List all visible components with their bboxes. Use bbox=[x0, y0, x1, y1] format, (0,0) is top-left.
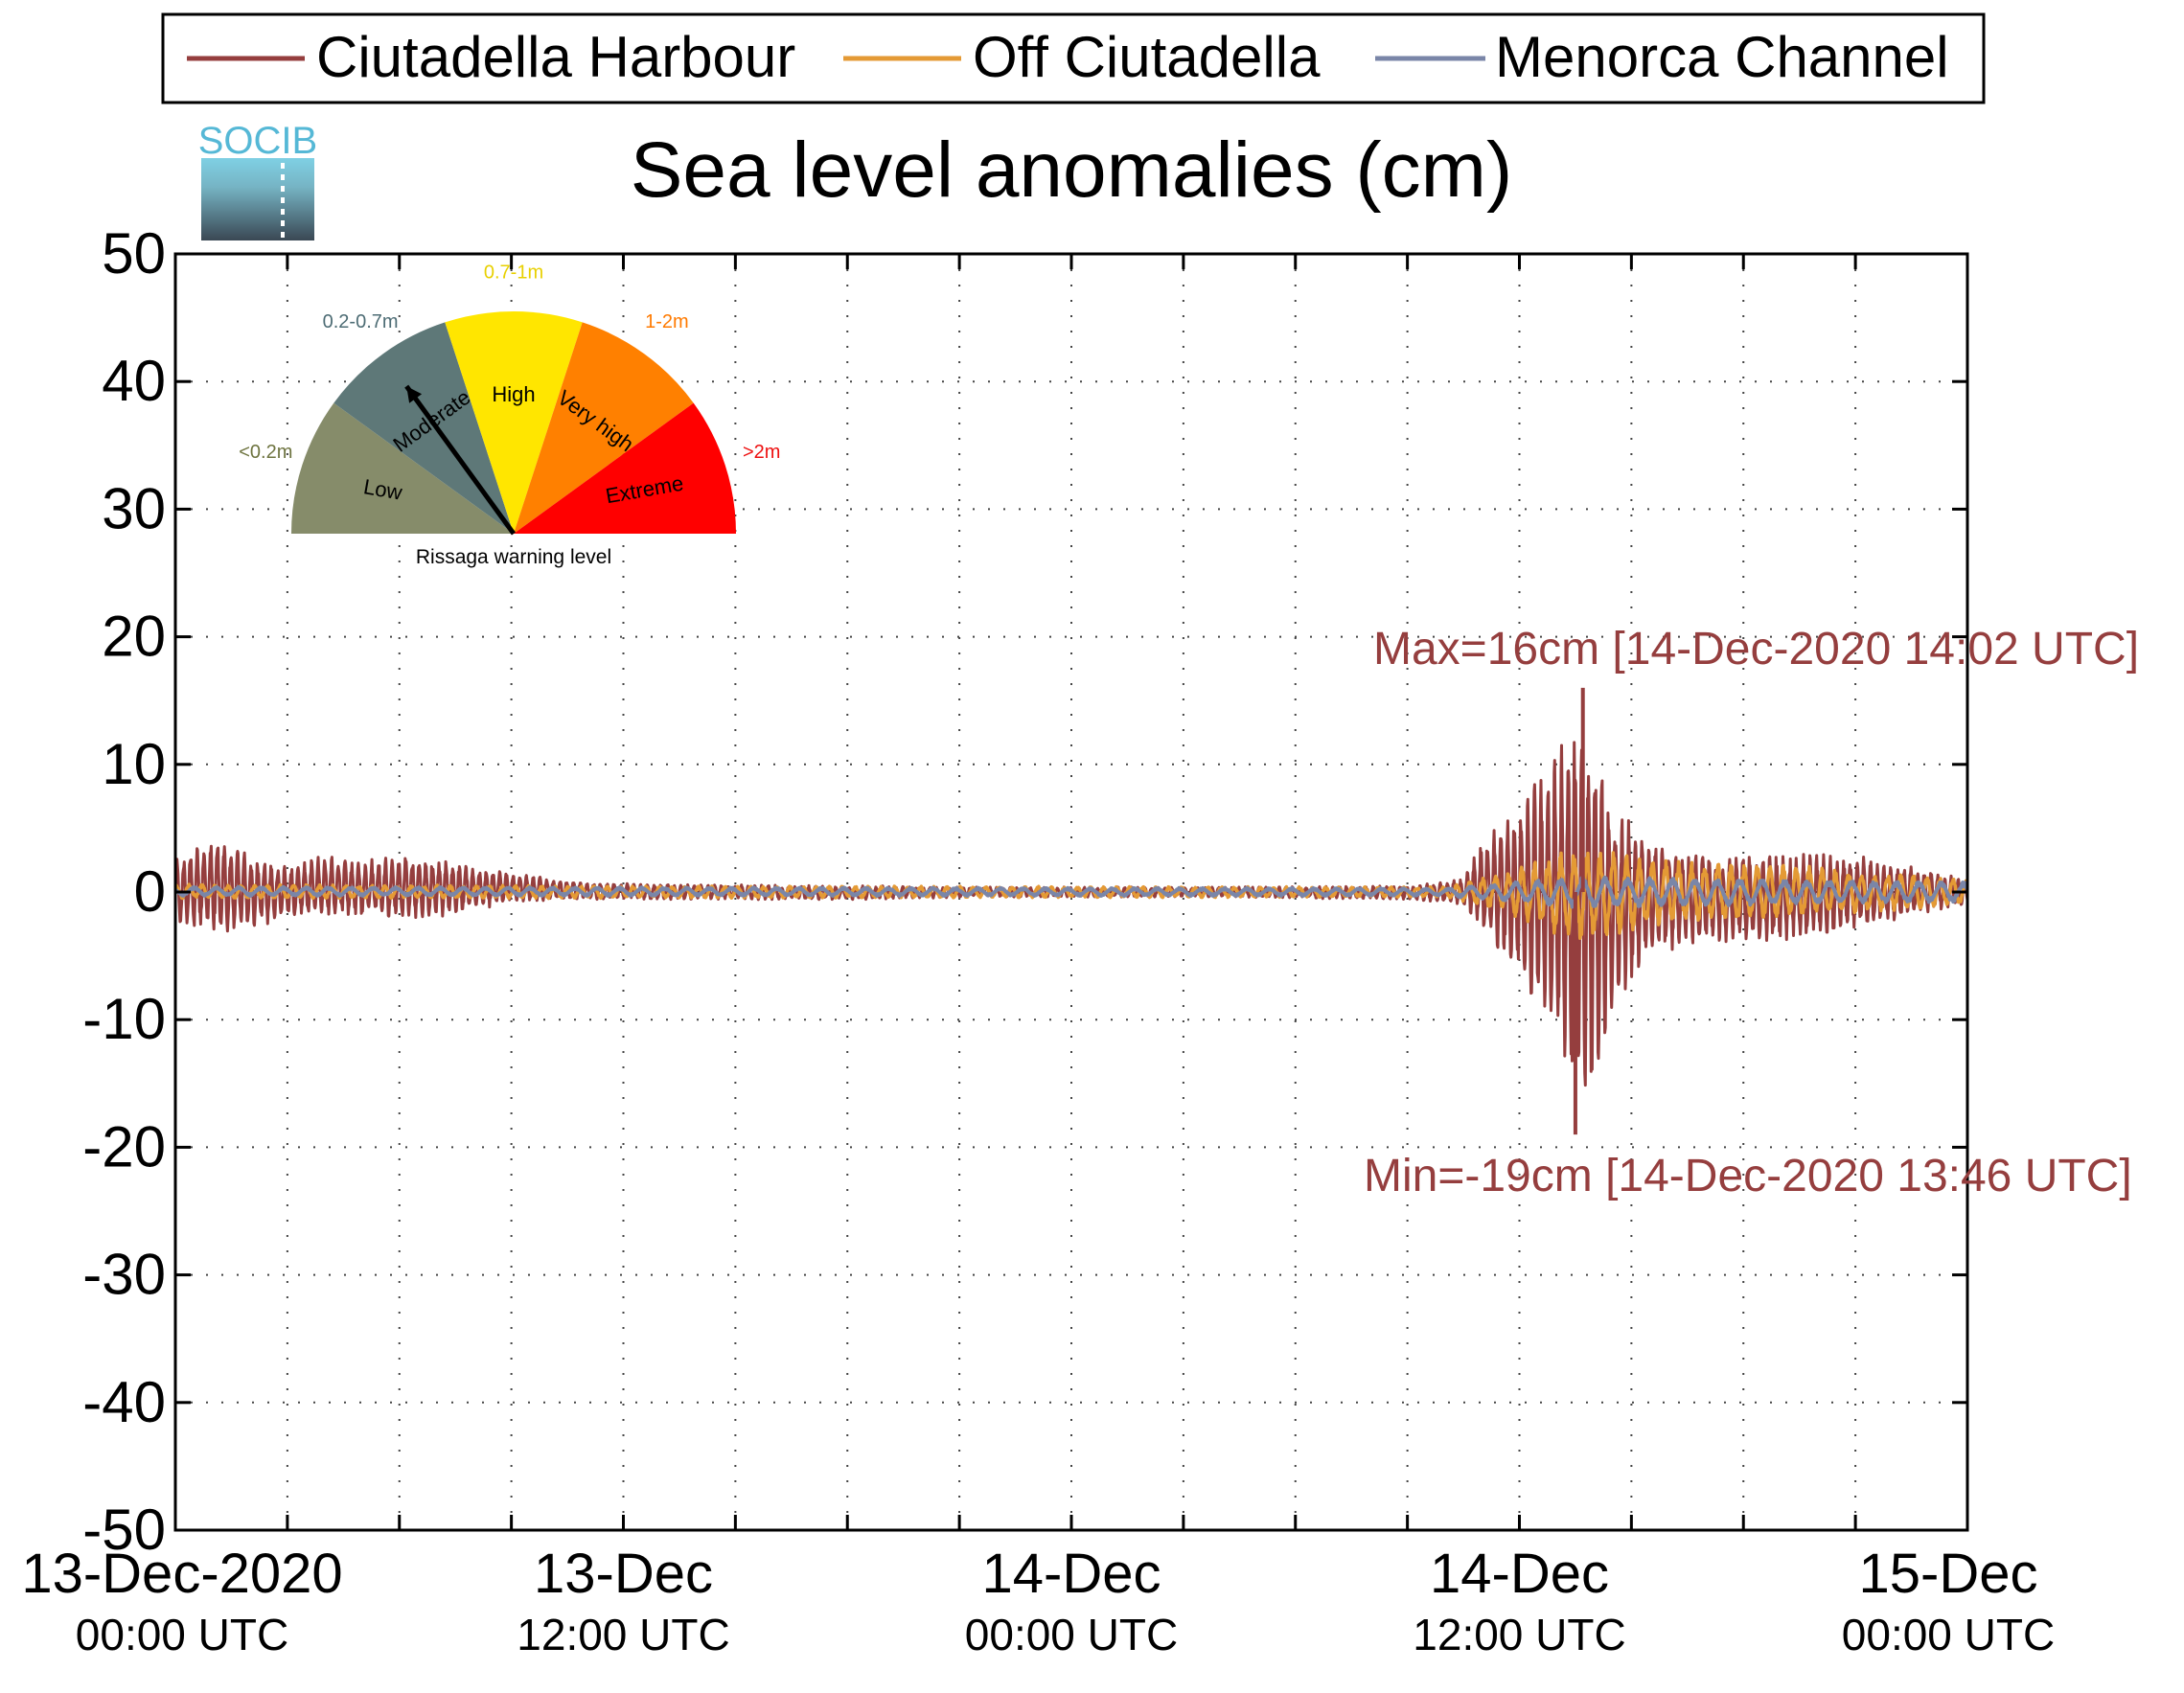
y-tick-label: 50 bbox=[102, 221, 166, 286]
x-tick-label: 13-Dec bbox=[534, 1543, 713, 1605]
legend-label-harbour: Ciutadella Harbour bbox=[316, 25, 795, 89]
y-tick-label: 10 bbox=[102, 732, 166, 796]
gauge-range-label: 1-2m bbox=[645, 311, 689, 332]
series-layer bbox=[173, 687, 1969, 1135]
gauge-range-label: >2m bbox=[743, 442, 780, 463]
x-tick-label: 13-Dec-2020 bbox=[21, 1543, 342, 1605]
y-tick-label: 30 bbox=[102, 476, 166, 540]
y-tick-label: -30 bbox=[82, 1243, 166, 1307]
x-axis: 13-Dec-2020 00:00 UTC 13-Dec 12:00 UTC 14-De… bbox=[21, 254, 2055, 1659]
y-tick-label: -40 bbox=[82, 1370, 166, 1434]
gauge-title: Rissaga warning level bbox=[416, 546, 611, 568]
min-annotation: Min=-19cm [14-Dec-2020 13:46 UTC] bbox=[1364, 1151, 2132, 1201]
max-annotation: Max=16cm [14-Dec-2020 14:02 UTC] bbox=[1373, 624, 2139, 675]
y-tick-label: 20 bbox=[102, 605, 166, 669]
legend-label-channel: Menorca Channel bbox=[1495, 25, 1949, 89]
y-tick-label: -20 bbox=[82, 1114, 166, 1178]
gauge-range-label: <0.2m bbox=[239, 442, 292, 463]
gauge-range-label: 0.7-1m bbox=[484, 262, 543, 283]
y-tick-label: -10 bbox=[82, 987, 166, 1051]
y-axis: 50 40 30 20 10 0 -10 -20 -30 -40 -50 bbox=[82, 221, 1967, 1562]
legend: Ciutadella Harbour Off Ciutadella Menorc… bbox=[161, 12, 1986, 104]
logo-mark bbox=[201, 158, 314, 240]
gauge-sector-high bbox=[445, 311, 583, 534]
legend-box bbox=[161, 12, 1986, 104]
x-tick-sublabel: 00:00 UTC bbox=[1842, 1610, 2055, 1659]
x-tick-label: 15-Dec bbox=[1859, 1543, 2038, 1605]
gauge-needle-head bbox=[406, 386, 423, 403]
x-tick-label: 14-Dec bbox=[1430, 1543, 1609, 1605]
gauge-sector-moderate bbox=[333, 322, 514, 534]
legend-label-off: Off Ciutadella bbox=[973, 25, 1321, 89]
gauge-sector-very-high bbox=[514, 322, 694, 534]
y-tick-label: -50 bbox=[82, 1498, 166, 1562]
gauge-sector-low bbox=[291, 402, 514, 534]
socib-logo: SOCIB bbox=[198, 120, 317, 240]
x-tick-sublabel: 12:00 UTC bbox=[517, 1610, 729, 1659]
gauge-sector-label: High bbox=[492, 382, 535, 406]
x-tick-sublabel: 00:00 UTC bbox=[76, 1610, 288, 1659]
y-tick-label: 0 bbox=[134, 859, 166, 924]
chart-title: Sea level anomalies (cm) bbox=[631, 126, 1513, 214]
x-tick-sublabel: 12:00 UTC bbox=[1413, 1610, 1625, 1659]
gauge-range-label: 0.2-0.7m bbox=[323, 311, 399, 332]
y-tick-label: 40 bbox=[102, 349, 166, 413]
gauge-sector-extreme bbox=[514, 402, 736, 534]
series-line-menorca-channel bbox=[173, 875, 1969, 909]
x-tick-label: 14-Dec bbox=[982, 1543, 1161, 1605]
gauge-needle bbox=[404, 384, 517, 536]
x-tick-sublabel: 00:00 UTC bbox=[965, 1610, 1178, 1659]
logo-text: SOCIB bbox=[198, 120, 317, 162]
